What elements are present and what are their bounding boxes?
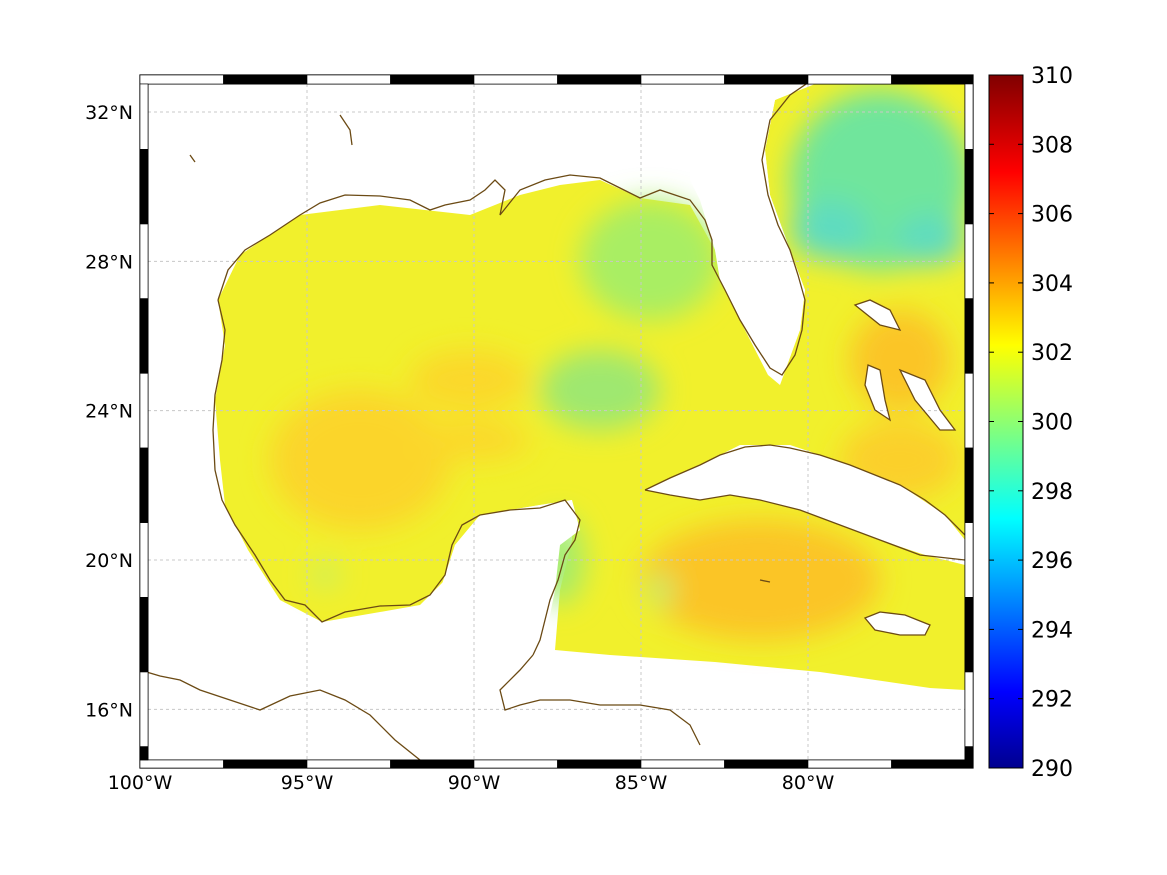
frame-segment (964, 746, 974, 761)
frame-segment (640, 74, 725, 85)
colorbar-label: 310 (1031, 64, 1073, 89)
frame-segment (139, 223, 149, 299)
latitude-label: 20°N (85, 550, 133, 572)
latitude-label: 28°N (85, 251, 133, 273)
map-frame (139, 74, 974, 769)
frame-segment (473, 759, 558, 769)
frame-segment (139, 597, 149, 673)
frame-segment (964, 223, 974, 299)
longitude-label: 80°W (782, 772, 835, 794)
frame-segment (223, 759, 308, 769)
sst-field (215, 84, 965, 690)
colorbar-label: 292 (1031, 688, 1073, 713)
florida-land (690, 84, 810, 385)
colorbar-label: 302 (1031, 341, 1073, 366)
frame-segment (964, 149, 974, 225)
colorbar-gradient (988, 74, 1024, 769)
frame-segment (964, 447, 974, 523)
frame-segment (306, 759, 391, 769)
frame-segment (964, 522, 974, 598)
latitude-label: 32°N (85, 102, 133, 124)
frame-segment (139, 83, 149, 150)
frame-segment (139, 74, 224, 85)
frame-segment (964, 373, 974, 449)
frame-segment (557, 74, 642, 85)
frame-segment (964, 597, 974, 673)
coastline (148, 84, 965, 760)
frame-segment (139, 298, 149, 374)
longitude-label: 85°W (615, 772, 668, 794)
frame-segment (223, 74, 308, 85)
frame-segment (139, 522, 149, 598)
latitude-labels: 32°N 28°N 24°N 20°N 16°N (85, 102, 133, 721)
frame-segment (390, 74, 475, 85)
colorbar-label: 300 (1031, 411, 1073, 436)
colorbar-label: 290 (1031, 757, 1073, 782)
frame-segment (139, 746, 149, 761)
latitude-label: 24°N (85, 401, 133, 423)
frame-segment (390, 759, 475, 769)
latitude-label: 16°N (85, 699, 133, 721)
yucatan-land (400, 500, 580, 690)
frame-segment (557, 759, 642, 769)
frame-segment (964, 83, 974, 150)
frame-segment (473, 74, 558, 85)
bahamas-land (855, 300, 955, 430)
jamaica-land (865, 612, 930, 635)
longitude-label: 90°W (448, 772, 501, 794)
frame-segment (139, 447, 149, 523)
cuba-land (645, 445, 965, 565)
colorbar-label: 298 (1031, 480, 1073, 505)
frame-segment (964, 671, 974, 747)
colorbar-label: 296 (1031, 549, 1073, 574)
frame-segment (640, 759, 725, 769)
frame-segment (807, 759, 892, 769)
colorbar-label: 306 (1031, 203, 1073, 228)
colorbar-label: 294 (1031, 618, 1073, 643)
frame-segment (139, 373, 149, 449)
graticule (148, 84, 965, 760)
frame-segment (724, 759, 809, 769)
frame-segment (306, 74, 391, 85)
frame-segment (139, 149, 149, 225)
colorbar: 290 292 294 296 298 300 302 304 306 308 310 (988, 64, 1073, 782)
colorbar-label: 304 (1031, 272, 1073, 297)
frame-segment (139, 759, 224, 769)
colorbar-label: 308 (1031, 133, 1073, 158)
frame-segment (891, 759, 974, 769)
longitude-label: 100°W (108, 772, 173, 794)
frame-segment (807, 74, 892, 85)
longitude-label: 95°W (281, 772, 334, 794)
frame-segment (139, 671, 149, 747)
longitude-labels: 100°W 95°W 90°W 85°W 80°W (108, 772, 835, 794)
frame-segment (964, 298, 974, 374)
colorbar-ticks: 290 292 294 296 298 300 302 304 306 308 310 (989, 64, 1073, 782)
frame-segment (891, 74, 974, 85)
frame-segment (724, 74, 809, 85)
